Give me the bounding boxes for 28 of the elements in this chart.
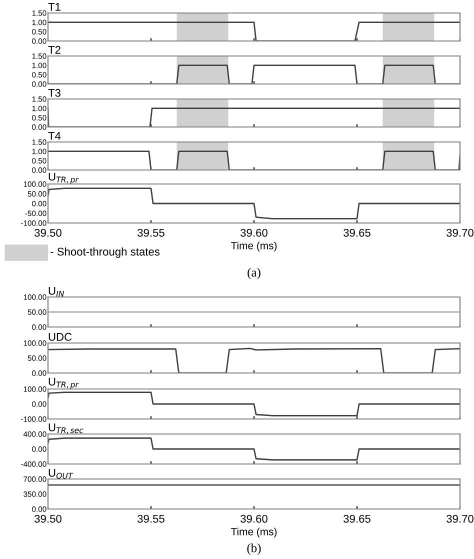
chart-title: T1 xyxy=(48,3,60,11)
text: (b) xyxy=(247,544,261,555)
x-tick-label: 39.55 xyxy=(138,228,164,237)
x-tick-label: 39.70 xyxy=(446,514,474,523)
x-tick-label: 39.60 xyxy=(240,514,268,523)
chart-title: U$_{IN}$ xyxy=(48,287,64,296)
chart-title: T2 xyxy=(48,46,60,54)
x-tick-label: 39.70 xyxy=(446,228,474,237)
text: (a) xyxy=(248,268,260,280)
chart-title: T4 xyxy=(48,132,61,140)
x-tick-label: 39.65 xyxy=(344,228,370,237)
line-series xyxy=(48,437,460,461)
chart-title: U$_{TR,pr}$ xyxy=(48,172,79,184)
chart-title: U$_{OUT}$ xyxy=(48,469,74,479)
x-tick-label: 39.50 xyxy=(34,228,62,237)
text: - Shoot-through states xyxy=(50,247,160,258)
x-tick-label: 39.65 xyxy=(344,514,370,523)
x-tick-label: 39.60 xyxy=(240,228,268,237)
x-axis-title: Time (ms) xyxy=(231,242,277,252)
x-axis-title: Time (ms) xyxy=(231,528,277,538)
line-series xyxy=(48,188,460,220)
chart-title: U$_{TR,sec}$ xyxy=(48,424,84,434)
x-tick-label: 39.50 xyxy=(34,514,62,523)
line-series xyxy=(48,392,460,416)
chart-title: UDC xyxy=(48,332,72,341)
chart-title: T3 xyxy=(48,88,60,97)
x-tick-label: 39.55 xyxy=(138,514,164,523)
chart-title: U$_{TR,pr}$ xyxy=(48,378,79,389)
